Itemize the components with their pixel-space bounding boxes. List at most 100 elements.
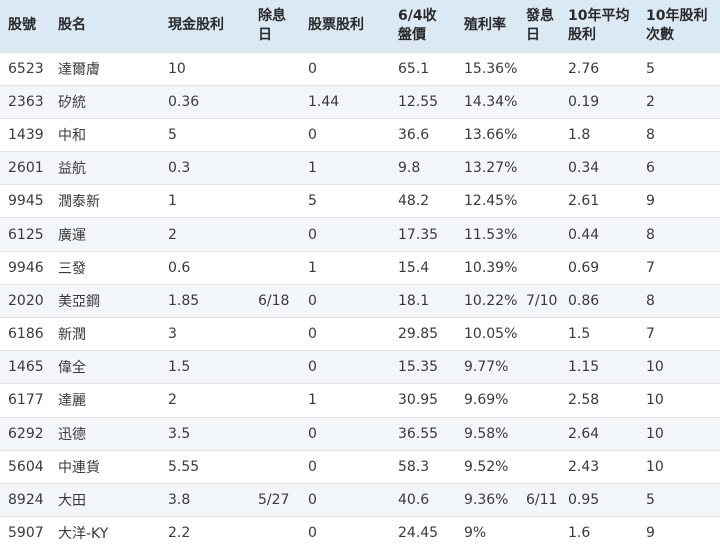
- cell-yield: 12.45%: [464, 193, 518, 210]
- cell-10yr-avg-dividend: 0.19: [568, 93, 600, 110]
- cell-ex-dividend-date: [250, 85, 300, 118]
- cell-stock-code: 1439: [8, 126, 44, 143]
- cell-stock-dividend: 1: [308, 160, 317, 177]
- table-row: 1465 偉全 1.5 0 15.35 9.77% 1.15 10: [0, 350, 720, 384]
- cell-10yr-dividend-count: 9: [646, 525, 655, 542]
- cell-ex-dividend-date: [250, 351, 300, 384]
- cell-10yr-dividend-count: 7: [646, 326, 655, 343]
- cell-cash-dividend: 0.6: [168, 259, 191, 276]
- cell-ex-dividend-date: [250, 318, 300, 351]
- cell-yield: 9.36%: [464, 492, 509, 509]
- cell-stock-code: 9946: [8, 259, 44, 276]
- cell-payment-date: [518, 185, 560, 218]
- header-yield: 殖利率: [464, 17, 506, 34]
- cell-stock-dividend: 0: [308, 126, 317, 143]
- cell-closing-price: 65.1: [398, 60, 430, 77]
- cell-10yr-dividend-count: 8: [646, 292, 655, 309]
- cell-yield: 13.27%: [464, 160, 518, 177]
- cell-10yr-dividend-count: 10: [646, 359, 664, 376]
- cell-10yr-avg-dividend: 2.43: [568, 458, 600, 475]
- cell-stock-name: 大田: [58, 493, 86, 510]
- cell-payment-date: [518, 251, 560, 284]
- cell-payment-date: [518, 351, 560, 384]
- header-cash-dividend: 現金股利: [168, 17, 224, 34]
- cell-stock-name: 偉全: [58, 360, 86, 377]
- table-row: 6186 新潤 3 0 29.85 10.05% 1.5 7: [0, 317, 720, 351]
- cell-cash-dividend: 5: [168, 126, 177, 143]
- cell-10yr-avg-dividend: 0.44: [568, 226, 600, 243]
- table-body: 6523 達爾膚 10 0 65.1 15.36% 2.76 5 2363 矽統 0.36 1.44 1…: [0, 52, 720, 550]
- cell-yield: 15.36%: [464, 60, 518, 77]
- table-row: 2363 矽統 0.36 1.44 12.55 14.34% 0.19 2: [0, 85, 720, 119]
- cell-cash-dividend: 2.2: [168, 525, 191, 542]
- cell-ex-dividend-date: [250, 118, 300, 151]
- cell-stock-name: 潤泰新: [58, 194, 100, 211]
- cell-stock-dividend: 5: [308, 193, 317, 210]
- cell-stock-code: 8924: [8, 492, 44, 509]
- cell-10yr-dividend-count: 10: [646, 425, 664, 442]
- header-row: 股號 股名 現金股利 除息 日 股票股利 6/4收 盤價 殖利率 發息 日 10…: [0, 0, 720, 52]
- cell-10yr-dividend-count: 6: [646, 160, 655, 177]
- cell-10yr-avg-dividend: 1.6: [568, 525, 591, 542]
- cell-payment-date: [518, 218, 560, 251]
- cell-10yr-dividend-count: 8: [646, 226, 655, 243]
- cell-payment-date: 6/11: [526, 492, 558, 509]
- cell-stock-dividend: 0: [308, 425, 317, 442]
- cell-payment-date: [518, 52, 560, 85]
- cell-payment-date: [518, 517, 560, 550]
- cell-stock-dividend: 1: [308, 392, 317, 409]
- cell-ex-dividend-date: 5/27: [258, 492, 290, 509]
- cell-10yr-dividend-count: 2: [646, 93, 655, 110]
- cell-10yr-dividend-count: 5: [646, 492, 655, 509]
- cell-stock-code: 6186: [8, 326, 44, 343]
- cell-10yr-avg-dividend: 2.58: [568, 392, 600, 409]
- cell-closing-price: 36.55: [398, 425, 439, 442]
- cell-payment-date: [518, 318, 560, 351]
- cell-payment-date: [518, 450, 560, 483]
- cell-yield: 13.66%: [464, 126, 518, 143]
- cell-payment-date: [518, 85, 560, 118]
- cell-ex-dividend-date: [250, 384, 300, 417]
- table-row: 6125 廣運 2 0 17.35 11.53% 0.44 8: [0, 217, 720, 252]
- table-row: 2601 益航 0.3 1 9.8 13.27% 0.34 6: [0, 151, 720, 185]
- table-row: 5604 中連貨 5.55 0 58.3 9.52% 2.43 10: [0, 450, 720, 484]
- cell-stock-code: 1465: [8, 359, 44, 376]
- cell-ex-dividend-date: 6/18: [258, 292, 290, 309]
- cell-stock-code: 2020: [8, 292, 44, 309]
- cell-closing-price: 30.95: [398, 392, 439, 409]
- cell-payment-date: 7/10: [526, 292, 558, 309]
- cell-stock-dividend: 0: [308, 226, 317, 243]
- cell-ex-dividend-date: [250, 417, 300, 450]
- cell-closing-price: 48.2: [398, 193, 430, 210]
- cell-ex-dividend-date: [250, 152, 300, 185]
- cell-yield: 10.39%: [464, 259, 518, 276]
- cell-10yr-avg-dividend: 2.76: [568, 60, 600, 77]
- cell-10yr-avg-dividend: 1.5: [568, 326, 591, 343]
- cell-10yr-dividend-count: 10: [646, 458, 664, 475]
- cell-cash-dividend: 5.55: [168, 458, 200, 475]
- cell-payment-date: [518, 384, 560, 417]
- cell-closing-price: 40.6: [398, 492, 430, 509]
- cell-cash-dividend: 2: [168, 226, 177, 243]
- cell-stock-dividend: 0: [308, 292, 317, 309]
- cell-payment-date: [518, 118, 560, 151]
- cell-closing-price: 24.45: [398, 525, 439, 542]
- cell-stock-code: 9945: [8, 193, 44, 210]
- cell-stock-code: 5907: [8, 525, 44, 542]
- table-row: 6523 達爾膚 10 0 65.1 15.36% 2.76 5: [0, 52, 720, 86]
- cell-stock-name: 美亞鋼: [58, 293, 100, 310]
- table-row: 1439 中和 5 0 36.6 13.66% 1.8 8: [0, 118, 720, 152]
- cell-10yr-avg-dividend: 1.15: [568, 359, 600, 376]
- cell-stock-name: 中和: [58, 127, 86, 144]
- cell-stock-code: 2601: [8, 160, 44, 177]
- cell-stock-name: 矽統: [58, 94, 86, 111]
- cell-closing-price: 18.1: [398, 292, 430, 309]
- cell-stock-code: 2363: [8, 93, 44, 110]
- cell-payment-date: [518, 417, 560, 450]
- cell-yield: 14.34%: [464, 93, 518, 110]
- cell-closing-price: 15.35: [398, 359, 439, 376]
- cell-cash-dividend: 1.85: [168, 292, 200, 309]
- header-stock-code: 股號: [8, 17, 36, 34]
- cell-stock-name: 達爾膚: [58, 61, 100, 78]
- table-header: 股號 股名 現金股利 除息 日 股票股利 6/4收 盤價 殖利率 發息 日 10…: [0, 0, 720, 52]
